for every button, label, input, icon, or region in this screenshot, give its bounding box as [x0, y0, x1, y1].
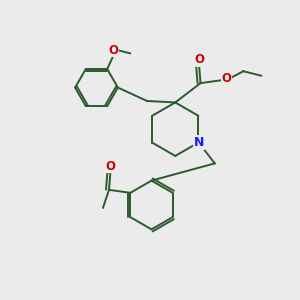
- Text: O: O: [194, 53, 204, 66]
- Text: N: N: [194, 136, 204, 149]
- Text: O: O: [106, 160, 116, 173]
- Text: O: O: [109, 44, 119, 57]
- Text: O: O: [221, 72, 231, 85]
